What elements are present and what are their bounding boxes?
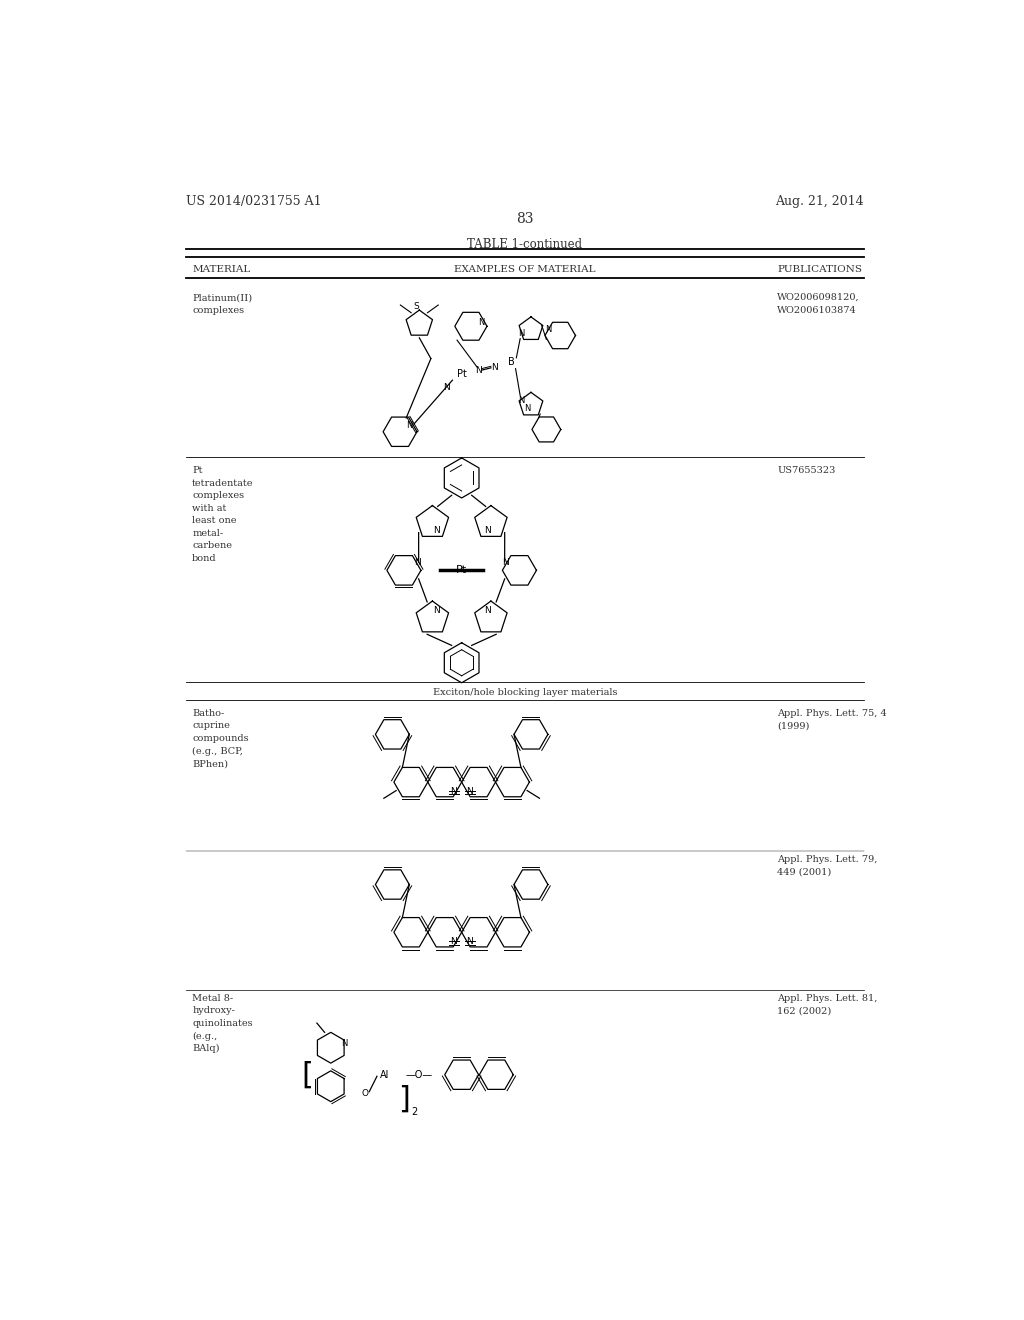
Text: N: N [502,558,509,568]
Text: —O—: —O— [406,1069,433,1080]
Text: N: N [443,383,450,392]
Text: Pt: Pt [456,565,467,576]
Text: MATERIAL: MATERIAL [193,264,251,273]
Text: N: N [518,329,525,338]
Text: N: N [490,363,498,372]
Text: N: N [466,787,473,796]
Text: 83: 83 [516,213,534,227]
Text: EXAMPLES OF MATERIAL: EXAMPLES OF MATERIAL [454,264,596,273]
Text: B: B [508,358,515,367]
Text: PUBLICATIONS: PUBLICATIONS [777,264,862,273]
Text: N: N [518,396,525,405]
Text: Exciton/hole blocking layer materials: Exciton/hole blocking layer materials [432,688,617,697]
Text: Metal 8-
hydroxy-
quinolinates
(e.g.,
BAlq): Metal 8- hydroxy- quinolinates (e.g., BA… [193,994,253,1053]
Text: WO2006098120,
WO2006103874: WO2006098120, WO2006103874 [777,293,860,314]
Text: Appl. Phys. Lett. 81,
162 (2002): Appl. Phys. Lett. 81, 162 (2002) [777,994,878,1015]
Text: TABLE 1-continued: TABLE 1-continued [467,239,583,251]
Text: US7655323: US7655323 [777,466,836,475]
Text: Appl. Phys. Lett. 79,
449 (2001): Appl. Phys. Lett. 79, 449 (2001) [777,855,878,876]
Text: N: N [475,366,482,375]
Text: Pt
tetradentate
complexes
with at
least one
metal-
carbene
bond: Pt tetradentate complexes with at least … [193,466,254,562]
Text: N: N [433,525,439,535]
Text: Platinum(II)
complexes: Platinum(II) complexes [193,293,252,314]
Text: Aug. 21, 2014: Aug. 21, 2014 [775,194,863,207]
Text: N: N [478,318,485,327]
Text: Pt: Pt [457,370,467,379]
Text: N: N [466,937,473,946]
Text: US 2014/0231755 A1: US 2014/0231755 A1 [186,194,322,207]
Text: N: N [451,787,458,796]
Text: N: N [524,404,530,413]
Text: O: O [361,1089,369,1098]
Text: 2: 2 [412,1107,418,1117]
Text: N: N [483,525,490,535]
Text: N: N [407,421,413,430]
Text: N: N [483,606,490,615]
Text: ]: ] [398,1085,410,1114]
Text: N: N [433,606,439,615]
Text: N: N [451,937,458,946]
Text: N: N [415,558,421,568]
Text: Appl. Phys. Lett. 75, 4
(1999): Appl. Phys. Lett. 75, 4 (1999) [777,709,887,730]
Text: N: N [341,1039,348,1048]
Text: S: S [414,302,419,310]
Text: [: [ [302,1060,313,1089]
Text: Al: Al [380,1069,389,1080]
Text: Batho-
cuprine
compounds
(e.g., BCP,
BPhen): Batho- cuprine compounds (e.g., BCP, BPh… [193,709,249,768]
Text: N: N [545,325,551,334]
